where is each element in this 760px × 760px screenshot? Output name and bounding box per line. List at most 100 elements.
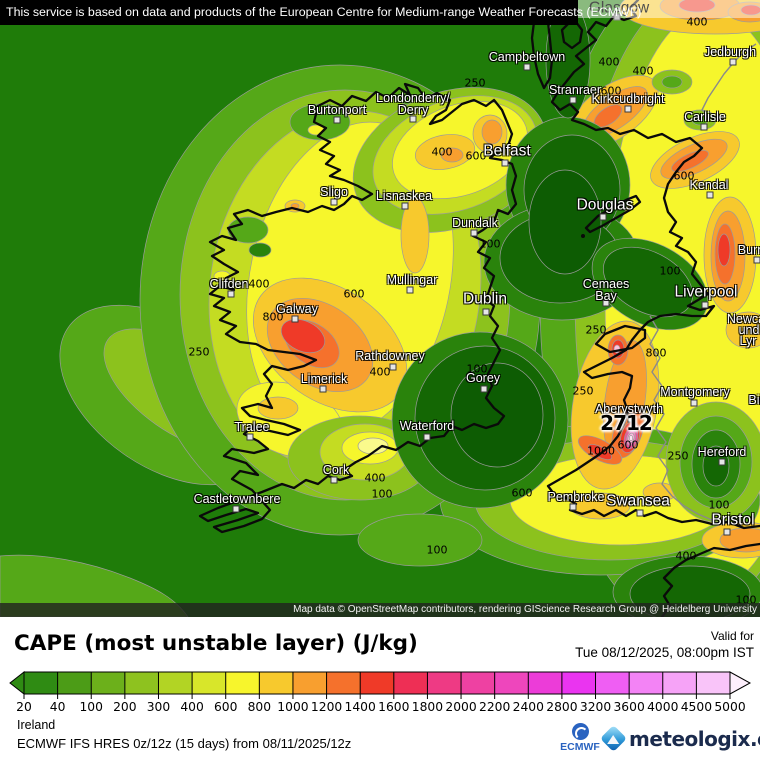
contour-value-label: 100 [659,264,681,278]
city-label: Rathdowney [355,349,425,363]
city-marker [401,202,409,210]
city-label: Cemaes Bay [582,277,630,303]
contour-value-label: 600 [600,84,622,98]
city-marker [701,301,709,309]
city-label: Lisnaskea [375,189,433,203]
contour-value-label: 600 [465,149,487,163]
city-label: Jedburgh [703,45,757,59]
city-label: Belfast [483,142,531,160]
contour-value-label: 250 [188,345,210,359]
city-marker [624,105,632,113]
ecmwf-notice-bar: This service is based on data and produc… [0,0,641,25]
city-label: Stranraer [548,83,602,97]
anglesey-coastline [594,324,647,354]
city-label: Douglas [576,196,634,214]
city-marker [330,198,338,206]
colorbar-tick-label: 1400 [345,700,376,714]
map-canvas [0,0,760,617]
city-label: Gorey [465,371,501,385]
city-marker [599,213,607,221]
city-marker [333,116,341,124]
colorbar-canvas: 20 40 100 200 300 400 600 800 1000 1200 1400 1600 18… [9,670,752,714]
city-label: Kirkcudbright [591,92,665,106]
city-label: Sligo [320,185,348,199]
cape-field [0,0,760,617]
meteologix-logo[interactable]: meteologix.com [600,725,760,753]
colorbar-tick-label: 3200 [580,700,611,714]
city-marker [700,123,708,131]
contour-value-label: 600 [673,169,695,183]
city-label: Newca [726,312,760,326]
kintyre-coastline [530,6,554,90]
city-label: Londonderry/Derry [376,91,450,117]
city-marker [227,290,235,298]
contour-value-label: 100 [708,498,730,512]
meteologix-logo-icon [600,725,627,752]
colorbar-tick-label: 2800 [546,700,577,714]
valid-for-label: Valid for [710,629,754,643]
colorbar-tick-label: 3600 [613,700,644,714]
ecmwf-logo[interactable]: ECMWF [560,723,600,753]
city-label: Montgomery [660,385,730,399]
contour-value-label: 800 [645,346,667,360]
admin-borders [649,43,757,521]
contour-value-label: 250 [667,449,689,463]
city-label: Burn [737,243,760,257]
valid-time-block: Valid for Tue 08/12/2025, 08:00pm IST [575,629,754,660]
topbar-fade [578,0,760,18]
city-marker [319,385,327,393]
city-marker [690,399,698,407]
contour-value-label: 400 [431,145,453,159]
city-label: Clifden [209,277,249,291]
city-label: Swansea [606,492,670,510]
colorbar-tick-label: 1000 [277,700,308,714]
contour-value-label: 400 [369,365,391,379]
colorbar-tick-label: 40 [50,700,66,714]
contour-value-label: 100 [466,362,488,376]
city-label: Burtonport [307,103,367,117]
attribution-text: Map data © OpenStreetMap contributors, r… [293,604,757,615]
contour-value-label: 100 [479,237,501,251]
city-marker [389,363,397,371]
contour-value-label: 400 [632,64,654,78]
city-label: Limerick [300,372,348,386]
colorbar-tick-label: 2200 [479,700,510,714]
city-marker [480,385,488,393]
notice-text: This service is based on data and produc… [6,5,642,19]
cape-colorbar: 20 40 100 200 300 400 600 800 1000 1200 1400 1600 18… [8,670,752,715]
city-label: Castletownbere [193,492,281,506]
colorbar-tick-label: 800 [248,700,271,714]
contour-value-label: 250 [585,323,607,337]
contour-value-label: 250 [464,76,486,90]
city-marker [291,315,299,323]
contour-value-label: 400 [248,277,270,291]
ecmwf-logo-text: ECMWF [560,741,600,753]
ecmwf-logo-icon [571,723,589,740]
city-marker [627,415,635,423]
city-marker [723,528,731,536]
city-marker [470,229,478,237]
city-marker [602,299,610,307]
colorbar-tick-label: 4500 [681,700,712,714]
weather-map[interactable]: This service is based on data and produc… [0,0,760,617]
colorbar-tick-label: 1800 [412,700,443,714]
contour-value-label: 600 [617,438,639,452]
max-value-label: 2712 [600,411,653,435]
map-attribution: Map data © OpenStreetMap contributors, r… [0,603,760,617]
city-label: Glasgow [588,0,650,17]
city-marker [523,63,531,71]
contour-value-label: 1000 [587,444,615,458]
isle-of-man-coastline [584,194,642,234]
colorbar-tick-label: 200 [113,700,136,714]
city-marker [718,458,726,466]
city-label: Bir [748,393,760,407]
colorbar-tick-label: 2400 [513,700,544,714]
meteologix-logo-text: meteologix.com [629,727,760,751]
city-label: Lyr [739,334,757,348]
colorbar-tick-label: 600 [214,700,237,714]
city-label: Kendal [689,178,729,192]
contour-value-label: 400 [686,15,708,29]
city-marker [706,191,714,199]
contour-value-label: 400 [364,471,386,485]
